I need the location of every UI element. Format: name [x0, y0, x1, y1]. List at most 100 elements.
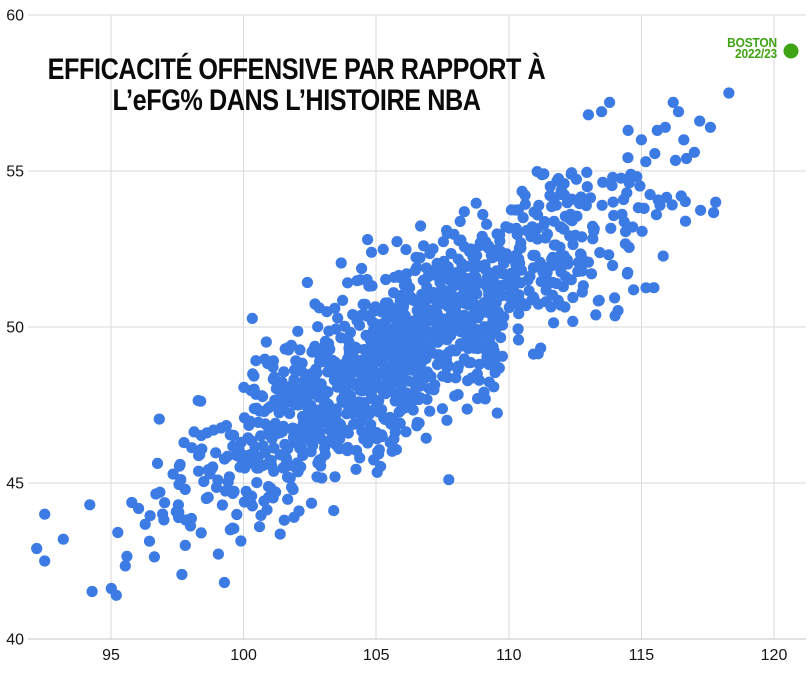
data-point: [433, 349, 445, 361]
y-tick-label: 60: [6, 8, 24, 25]
data-point: [328, 505, 340, 517]
data-point: [540, 284, 552, 296]
data-point: [527, 262, 540, 274]
data-point: [305, 399, 317, 412]
data-point: [288, 374, 300, 386]
page-title: EFFICACITÉ OFFENSIVE PAR RAPPORT À L’eFG…: [47, 54, 546, 116]
data-point: [417, 274, 429, 286]
data-point: [631, 171, 643, 183]
data-point: [255, 509, 267, 521]
data-point: [504, 269, 516, 281]
data-point: [424, 343, 436, 355]
data-point: [510, 204, 522, 216]
legend-team-label: BOSTON: [727, 35, 777, 50]
data-point: [596, 106, 608, 118]
data-point: [339, 320, 351, 332]
data-point: [352, 357, 364, 369]
data-point: [565, 208, 577, 220]
data-point: [332, 381, 344, 393]
data-point: [303, 431, 315, 443]
data-point: [248, 383, 260, 395]
data-point: [119, 560, 131, 572]
data-point: [493, 362, 505, 374]
data-point: [695, 204, 707, 216]
data-point: [305, 446, 317, 458]
data-point: [321, 436, 333, 449]
data-point: [654, 199, 666, 211]
data-point: [356, 262, 368, 275]
legend-dot: [783, 43, 799, 59]
data-point: [590, 309, 602, 321]
data-point: [399, 310, 411, 322]
data-point: [311, 471, 323, 483]
data-point: [704, 121, 717, 133]
data-point: [526, 221, 538, 233]
data-point: [176, 568, 188, 581]
data-point: [462, 313, 474, 325]
data-point: [365, 424, 377, 436]
data-point: [195, 527, 207, 539]
data-point: [452, 363, 464, 375]
data-point: [198, 476, 210, 488]
data-point: [390, 326, 402, 338]
data-point: [597, 176, 609, 188]
data-point: [258, 495, 270, 507]
data-point: [437, 236, 449, 248]
data-point: [250, 355, 262, 367]
data-point: [513, 242, 526, 254]
legend: BOSTON 2022/23: [593, 35, 777, 60]
data-point: [112, 526, 124, 539]
data-point: [167, 468, 179, 480]
data-point: [377, 243, 389, 255]
data-point: [464, 336, 476, 348]
data-point: [242, 432, 254, 444]
data-point: [483, 240, 495, 252]
data-point: [458, 206, 470, 218]
data-point: [441, 224, 453, 237]
data-point: [173, 478, 185, 491]
data-point: [328, 421, 340, 433]
data-point: [305, 497, 318, 509]
data-point: [708, 207, 720, 219]
data-point: [312, 321, 324, 333]
data-point: [179, 539, 191, 552]
data-point: [159, 497, 171, 509]
data-point: [519, 189, 531, 201]
data-point: [609, 310, 621, 322]
data-point: [415, 220, 427, 232]
data-point: [354, 452, 366, 464]
data-point: [84, 499, 96, 511]
data-point: [151, 457, 164, 469]
data-point: [392, 393, 404, 405]
data-point: [378, 387, 390, 399]
data-point: [290, 423, 302, 435]
data-point: [667, 96, 679, 108]
data-point: [365, 246, 378, 258]
data-point: [259, 447, 271, 459]
data-point: [519, 198, 531, 210]
data-point: [219, 485, 232, 497]
data-point: [678, 134, 690, 146]
data-point: [342, 277, 354, 289]
data-point: [445, 248, 457, 260]
data-point: [548, 193, 560, 205]
data-point: [545, 301, 557, 313]
data-point: [314, 356, 326, 368]
data-point: [420, 262, 432, 274]
data-point: [525, 231, 537, 243]
data-point: [635, 134, 648, 146]
data-point: [405, 317, 417, 329]
data-point: [441, 414, 453, 426]
data-point: [307, 346, 319, 358]
data-point: [666, 199, 678, 211]
data-point: [354, 274, 366, 286]
data-point: [594, 247, 606, 259]
data-point: [243, 456, 255, 468]
data-point: [329, 302, 341, 314]
data-point: [363, 383, 375, 395]
data-point: [309, 423, 321, 435]
data-point: [230, 449, 242, 461]
data-point: [688, 146, 701, 158]
data-point: [577, 280, 589, 292]
